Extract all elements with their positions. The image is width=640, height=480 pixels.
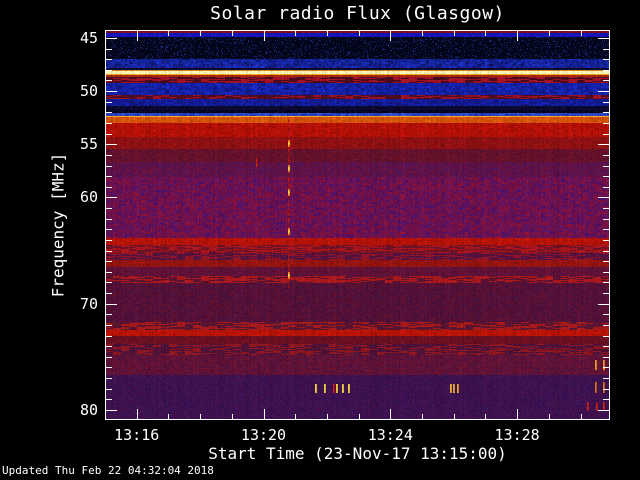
x-tick-label: 13:16 [114,426,160,444]
spectrogram-image [105,30,610,420]
x-tick-label: 13:28 [494,426,540,444]
y-tick-label: 70 [79,294,98,313]
y-tick-label: 50 [79,82,98,101]
x-axis-title: Start Time (23-Nov-17 13:15:00) [208,444,507,463]
y-tick-label: 60 [79,188,98,207]
plot-area [105,30,610,420]
y-tick-label: 45 [79,28,98,47]
plot-title: Solar radio Flux (Glasgow) [210,3,505,24]
x-tick-label: 13:24 [367,426,413,444]
x-tick-label: 13:20 [240,426,287,444]
updated-timestamp: Updated Thu Feb 22 04:32:04 2018 [2,464,214,477]
y-tick-label: 55 [79,135,98,154]
y-tick-label: 80 [79,401,98,419]
y-axis-title: Frequency [MHz] [48,152,68,298]
